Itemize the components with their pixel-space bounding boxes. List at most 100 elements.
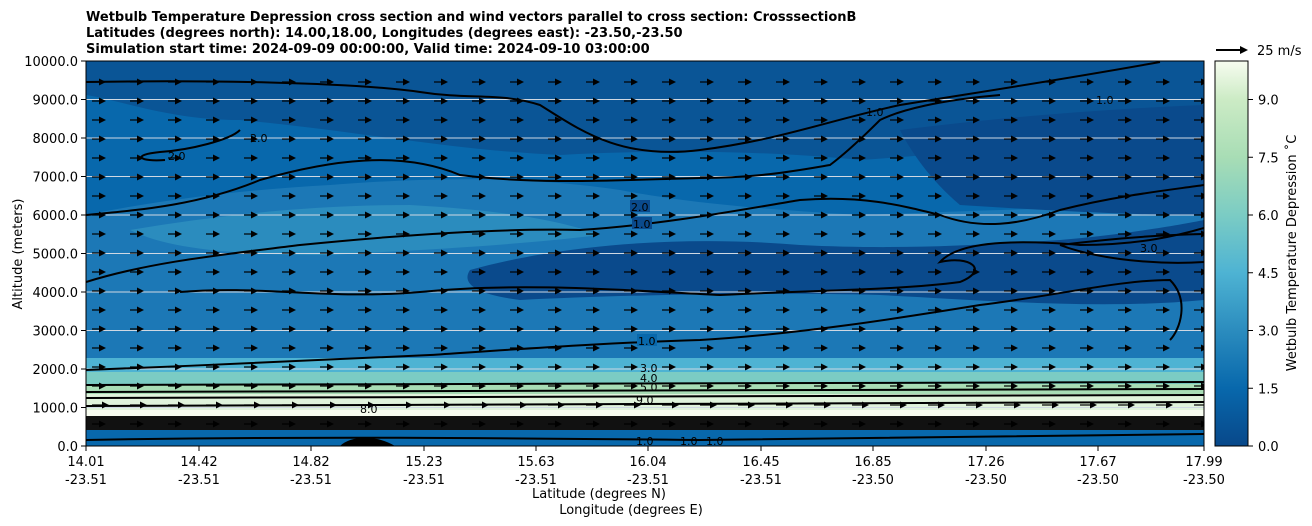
wind-vector-head (707, 230, 714, 238)
wind-vector-head (289, 382, 296, 390)
wind-vector-head (935, 344, 942, 352)
wind-vector-head (669, 420, 676, 428)
wind-vector-head (555, 306, 562, 314)
wind-vector-head (783, 135, 790, 143)
wind-vector-head (555, 211, 562, 219)
wind-vector-head (479, 420, 486, 428)
wind-vector-head (479, 344, 486, 352)
wind-vector-head (517, 344, 524, 352)
wind-vector-head (365, 135, 372, 143)
wind-vector-head (707, 78, 714, 86)
wind-vector-head (1049, 154, 1056, 162)
wind-vector-head (1011, 249, 1018, 257)
wind-vector-head (1201, 382, 1204, 390)
wind-vector-head (973, 325, 980, 333)
wind-vector-head (973, 420, 980, 428)
wind-vector-head (1163, 344, 1170, 352)
wind-vector-head (555, 154, 562, 162)
wind-vector-head (859, 287, 866, 295)
wind-vector-head (517, 420, 524, 428)
wind-vector-head (707, 135, 714, 143)
wind-vector-head (745, 230, 752, 238)
wind-vector-head (479, 135, 486, 143)
y-tick-label: 5000.0 (33, 248, 79, 263)
wind-vector-head (558, 401, 565, 409)
contour-label-bg (632, 217, 652, 229)
x-tick-label-lat: 16.85 (854, 455, 891, 470)
wind-vector-head (1163, 116, 1170, 124)
wind-vector-head (140, 401, 147, 409)
wind-vector-head (289, 420, 296, 428)
wind-vector-head (859, 268, 866, 276)
contour-2b (140, 129, 241, 162)
wind-vector-head (631, 116, 638, 124)
wind-vector-head (859, 325, 866, 333)
wind-vector-head (783, 306, 790, 314)
wind-vector-head (631, 78, 638, 86)
x-tick-label-lat: 17.26 (967, 455, 1004, 470)
wind-vector-head (517, 211, 524, 219)
wind-vector-head (593, 173, 600, 181)
wind-vector-head (1125, 173, 1132, 181)
wind-vector-head (479, 97, 486, 105)
wind-vector-head (631, 382, 638, 390)
wind-vector-head (403, 344, 410, 352)
x-axis: 14.01 -23.51 14.42 -23.51 14.82 -23.51 15.23 -2… (65, 446, 1225, 488)
wind-vector-head (897, 97, 904, 105)
wind-vector-head (1049, 135, 1056, 143)
x-tick-label-lon: -23.50 (1077, 473, 1119, 488)
wind-vector-head (441, 306, 448, 314)
wind-vector-head (1125, 363, 1132, 371)
x-tick-label-lat: 17.99 (1185, 455, 1222, 470)
wind-vector-head (403, 192, 410, 200)
wind-vector-head (365, 249, 372, 257)
wind-vector-head (631, 363, 638, 371)
colorbar-tick-label: 6.0 (1258, 209, 1279, 224)
wind-vector-head (745, 363, 752, 371)
wind-vector-head (479, 192, 486, 200)
wind-vector-head (365, 192, 372, 200)
wind-vector-head (1201, 287, 1204, 295)
wind-vector-head (327, 382, 334, 390)
wind-vector-head (441, 154, 448, 162)
wind-vector-head (821, 325, 828, 333)
wind-vector-head (441, 363, 448, 371)
wind-vector-head (137, 344, 144, 352)
contour-labels: 2.0 1.0 1.0 3.0 4.0 5.0 9.0 8.0 1.0 1.0 … (168, 94, 1158, 446)
wind-vector-head (175, 173, 182, 181)
contour-3-right (1059, 233, 1204, 264)
wind-vector-head (973, 268, 980, 276)
wind-vector-head (821, 420, 828, 428)
wind-vector-head (251, 363, 258, 371)
wind-vector-head (99, 192, 106, 200)
wind-vector-head (251, 325, 258, 333)
x-tick-label-lat: 14.42 (180, 455, 217, 470)
wind-vector-head (327, 97, 334, 105)
wind-vector-head (517, 268, 524, 276)
wind-vector-head (1011, 135, 1018, 143)
wind-vector-head (1087, 116, 1094, 124)
wind-vector-head (555, 420, 562, 428)
wind-vector-head (821, 78, 828, 86)
wind-vector-head (99, 268, 106, 276)
wind-vector-head (1163, 382, 1170, 390)
wind-vector-head (783, 78, 790, 86)
wind-vector-head (178, 401, 185, 409)
wind-vector-head (783, 97, 790, 105)
wind-vector-head (631, 268, 638, 276)
wind-vector-head (935, 78, 942, 86)
y-tick-label: 3000.0 (33, 325, 79, 340)
wind-vector-head (669, 116, 676, 124)
wind-vector-head (593, 97, 600, 105)
wind-vector-head (251, 420, 258, 428)
wind-vector-head (213, 135, 220, 143)
wind-vector-head (555, 192, 562, 200)
wind-vector-head (365, 420, 372, 428)
wind-vector-head (897, 230, 904, 238)
field-mid-lighter (130, 205, 600, 255)
wind-vector-head (631, 135, 638, 143)
wind-vector-head (251, 116, 258, 124)
wind-vector-head (1125, 268, 1132, 276)
wind-vector-head (821, 306, 828, 314)
wind-vector-head (1011, 230, 1018, 238)
